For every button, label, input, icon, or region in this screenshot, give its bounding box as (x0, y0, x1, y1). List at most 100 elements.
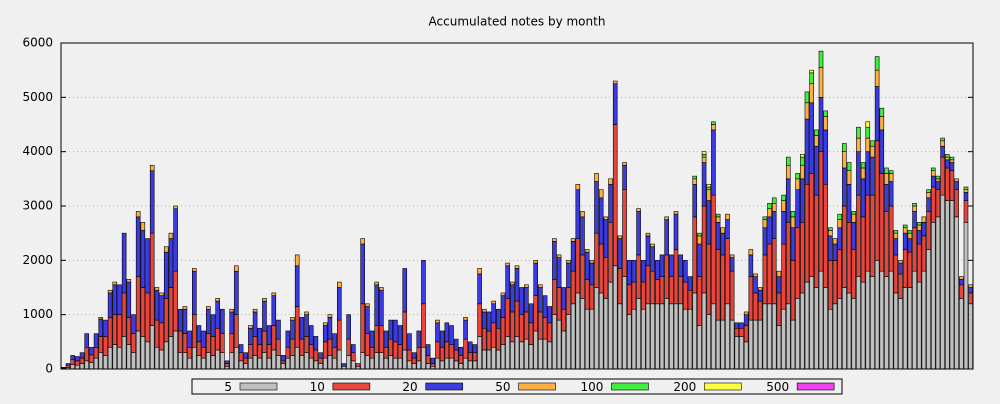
bar-segment (959, 284, 964, 299)
bar-segment (107, 289, 113, 294)
bar-segment (753, 292, 758, 321)
bar-segment (968, 284, 973, 288)
bar-segment (888, 173, 894, 182)
bar-segment (631, 308, 637, 370)
bar-segment (790, 227, 796, 261)
bar-segment (944, 159, 950, 169)
bar-segment (318, 352, 323, 359)
bar-segment (828, 227, 833, 231)
bar-segment (655, 279, 660, 305)
bar-segment (566, 262, 571, 288)
bar-segment (818, 97, 824, 152)
bar-segment (262, 330, 267, 354)
bar-segment (743, 311, 749, 315)
bar-segment (874, 260, 880, 370)
bar-segment (589, 260, 595, 264)
bar-segment (192, 314, 197, 348)
bar-segment (725, 303, 730, 370)
bar-segment (865, 126, 871, 139)
bar-segment (916, 222, 922, 226)
bar-segment (79, 363, 85, 370)
bar-segment (294, 254, 300, 267)
bar-segment (921, 222, 927, 237)
bar-segment (360, 238, 365, 245)
bar-segment (767, 202, 772, 210)
bar-segment (519, 314, 524, 343)
bar-segment (524, 338, 529, 370)
bar-segment (135, 330, 141, 370)
bar-segment (771, 197, 777, 204)
bar-segment (514, 300, 520, 337)
bar-segment (818, 151, 824, 272)
bar-segment (84, 346, 90, 362)
bar-segment (715, 216, 721, 223)
bar-segment (753, 276, 758, 294)
bar-segment (930, 167, 936, 171)
bar-segment (556, 287, 562, 321)
bar-segment (491, 322, 496, 348)
bar-segment (669, 303, 674, 370)
bar-segment (103, 319, 108, 337)
bar-segment (187, 357, 192, 370)
bar-segment (814, 287, 819, 370)
bar-segment (154, 289, 160, 321)
bar-segment (266, 344, 272, 359)
bar-segment (645, 232, 651, 237)
bar-segment (131, 333, 136, 353)
bar-segment (159, 322, 164, 351)
bar-segment (603, 219, 609, 258)
bar-segment (580, 298, 585, 370)
bar-segment (201, 357, 206, 370)
bar-segment (229, 333, 234, 353)
bar-segment (636, 298, 641, 370)
bar-segment (402, 268, 408, 313)
bar-segment (65, 363, 71, 366)
bar-segment (940, 137, 945, 142)
bar-segment (860, 162, 866, 169)
bar-segment (570, 303, 576, 370)
bar-segment (75, 356, 80, 362)
bar-segment (781, 211, 786, 245)
bar-segment (257, 357, 263, 370)
bar-segment (926, 197, 931, 212)
bar-segment (182, 333, 188, 353)
bar-segment (449, 325, 454, 345)
bar-segment (98, 336, 104, 353)
bar-segment (584, 251, 590, 280)
bar-segment (851, 213, 857, 223)
bar-segment (327, 317, 333, 340)
bar-segment (149, 232, 155, 326)
bar-segment (365, 306, 370, 334)
bar-segment (346, 314, 351, 340)
bar-segment (697, 243, 702, 277)
bar-segment (486, 349, 492, 370)
bar-segment (711, 129, 716, 196)
bar-segment (336, 281, 342, 288)
bar-segment (135, 216, 141, 277)
bar-segment (285, 346, 291, 359)
bar-segment (673, 249, 679, 305)
bar-segment (800, 292, 805, 370)
bar-segment (276, 355, 281, 370)
bar-segment (266, 357, 272, 370)
bar-segment (304, 314, 309, 337)
bar-segment (729, 257, 735, 272)
bar-segment (388, 338, 394, 356)
bar-segment (435, 319, 440, 324)
bar-segment (243, 357, 249, 364)
bar-segment (944, 156, 950, 161)
bar-segment (168, 287, 174, 337)
bar-segment (734, 322, 740, 329)
bar-segment (89, 354, 94, 363)
bar-segment (804, 118, 810, 185)
bar-segment (276, 319, 281, 340)
bar-segment (542, 338, 548, 370)
bar-segment (912, 270, 917, 370)
bar-segment (159, 292, 164, 296)
bar-segment (804, 91, 810, 104)
bar-segment (131, 314, 136, 334)
bar-segment (959, 276, 964, 280)
bar-segment (514, 268, 520, 302)
bar-segment (566, 314, 571, 370)
bar-segment (290, 319, 295, 340)
